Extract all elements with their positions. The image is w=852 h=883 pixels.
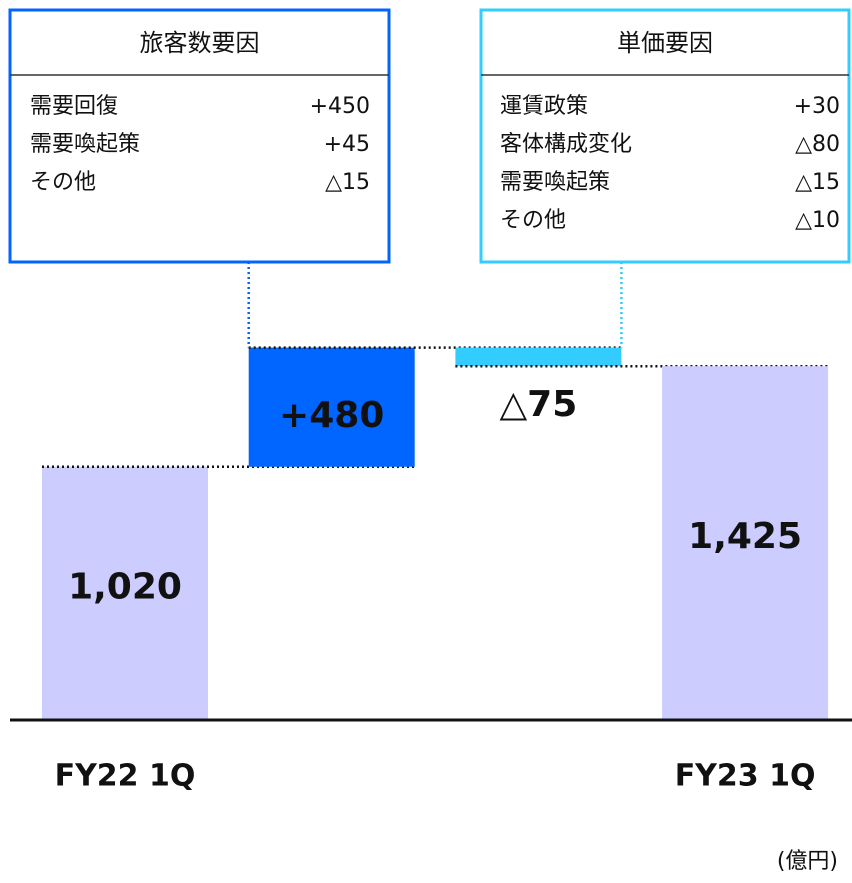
bar [455,347,622,367]
value-label: 1,020 [68,566,182,607]
factor-label: その他 [30,170,96,195]
factor-label: 需要喚起策 [500,170,610,195]
factor-label: 運賃政策 [500,94,588,119]
bar [42,466,208,720]
x-tick-label: FY23 1Q [675,759,816,794]
factor-value: △15 [325,170,370,195]
factor-value: △15 [795,170,840,195]
factor-value: +450 [310,94,370,119]
value-label: 1,425 [688,516,802,557]
value-label: +480 [279,395,384,436]
factor-box [8,8,391,264]
factor-label: 需要喚起策 [30,132,140,157]
factor-label: その他 [500,208,566,233]
factor-value: △80 [795,132,840,157]
factor-label: 需要回復 [30,94,118,119]
unit-label: (億円) [777,849,838,874]
factor-value: +30 [794,94,840,119]
factor-value: △10 [795,208,840,233]
factor-box-title: 旅客数要因 [140,29,260,57]
value-label: △75 [500,384,578,425]
bar [248,347,415,467]
bar [662,366,829,720]
factor-label: 客体構成変化 [500,132,632,157]
x-tick-label: FY22 1Q [55,759,196,794]
factor-value: +45 [324,132,370,157]
factor-box-title: 単価要因 [617,29,713,57]
factor-box [479,8,851,264]
